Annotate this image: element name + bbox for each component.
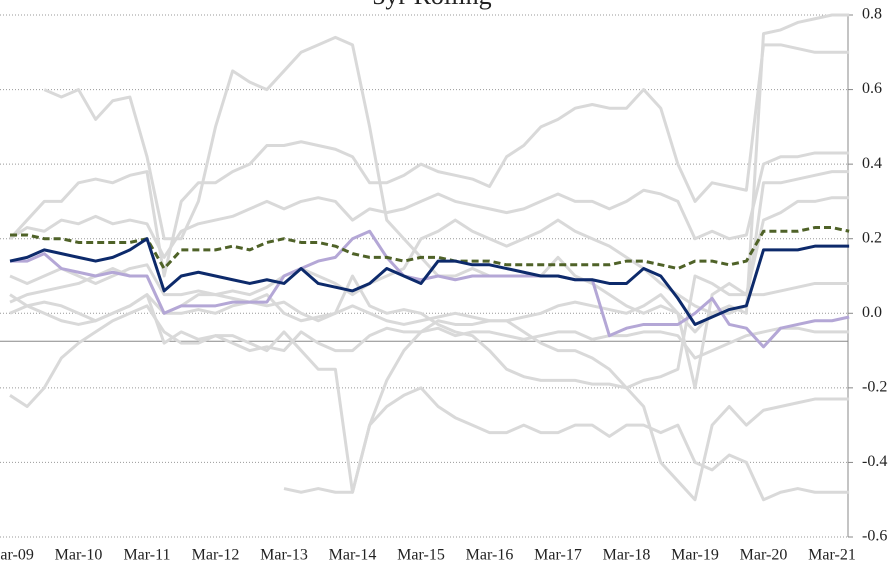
x-tick-label: Mar-21 (808, 547, 856, 564)
y-tick-label: 0.0 (862, 304, 882, 321)
x-tick-label: Mar-17 (534, 547, 582, 564)
chart-title: 5yr Rolling (372, 0, 491, 10)
y-tick-label: 0.6 (862, 80, 882, 97)
series-line (283, 386, 850, 502)
series-line (9, 304, 850, 502)
series-line (8, 43, 850, 278)
series-line (9, 293, 850, 360)
series-line (9, 196, 850, 390)
y-tick-label: 0.4 (862, 155, 882, 172)
x-tick-label: Mar-16 (466, 547, 514, 564)
x-tick-label: Mar-12 (192, 547, 240, 564)
x-tick-label: Mar-14 (329, 547, 377, 564)
y-tick-label: -0.2 (862, 379, 887, 396)
x-tick-label: Mar-20 (740, 547, 788, 564)
x-tick-label: Mar-13 (260, 547, 308, 564)
x-tick-label: Mar-09 (0, 547, 34, 564)
y-tick-label: 0.2 (862, 229, 882, 246)
x-tick-label: Mar-11 (123, 547, 170, 564)
x-tick-label: Mar-10 (55, 547, 103, 564)
x-tick-label: Mar-19 (671, 547, 719, 564)
y-tick-label: -0.4 (862, 453, 887, 470)
y-tick-label: 0.8 (862, 6, 882, 23)
series-line (9, 151, 850, 259)
series-line (9, 237, 850, 326)
x-tick-label: Mar-15 (397, 547, 445, 564)
series-line (10, 229, 850, 349)
y-tick-label: -0.6 (862, 528, 887, 545)
x-tick-label: Mar-18 (603, 547, 651, 564)
